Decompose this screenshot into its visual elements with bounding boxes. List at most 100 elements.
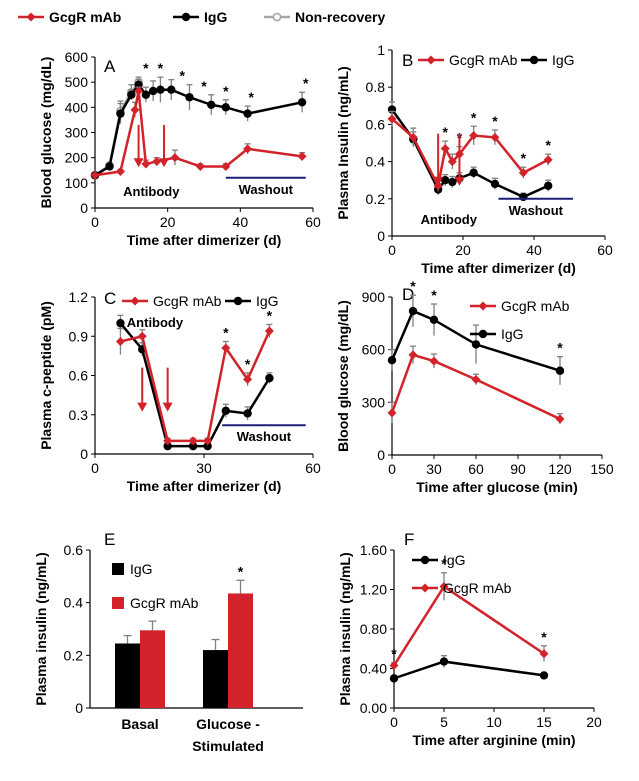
panel-E-legend-swatch: [112, 563, 124, 575]
panel-D-y-tick-label: 600: [362, 342, 386, 358]
panel-A-point: [297, 98, 307, 107]
panel-F-point: [389, 661, 399, 671]
panel-D-y-label: Blood glucose (mg/dL): [335, 300, 351, 452]
panel-C-antibody-arrow-head: [162, 402, 173, 412]
panel-C-significance-star: *: [267, 307, 273, 323]
panel-C-point: [137, 331, 147, 341]
panel-B-point: [441, 176, 450, 185]
panel-E-legend-label: IgG: [130, 561, 153, 577]
panel-D-significance-star: *: [431, 287, 437, 303]
panel-C-point: [221, 406, 230, 416]
panel-E-letter: E: [104, 530, 115, 549]
panel-A-significance-star: *: [223, 83, 229, 99]
panel-B-y-tick-label: 1: [377, 42, 385, 58]
panel-D-x-tick-label: 30: [426, 461, 442, 477]
panel-A-letter: A: [104, 57, 116, 76]
panel-D-y-tick-label: 300: [362, 394, 386, 410]
panel-B-point: [543, 155, 553, 165]
panel-B-y-tick-label: 0.8: [366, 79, 386, 95]
panel-C-series-line: [120, 330, 271, 443]
panel-D-point: [408, 350, 418, 360]
panel-C-antibody-label: Antibody: [127, 315, 184, 330]
panel-B-antibody-label: Antibody: [421, 212, 478, 227]
panel-B-letter: B: [402, 51, 413, 70]
panel-B-washout-label: Washout: [509, 203, 564, 218]
panel-B-legend-label: IgG: [552, 52, 575, 68]
panel-C-point: [163, 441, 172, 451]
panel-C-letter: C: [104, 289, 116, 308]
panel-B-significance-star: *: [545, 137, 551, 153]
panel-D-point: [387, 408, 397, 418]
panel-C-point: [203, 441, 212, 451]
panel-D-series-line: [390, 353, 561, 421]
panel-A-significance-star: *: [249, 89, 255, 105]
panel-F-y-tick-label: 0.00: [360, 700, 387, 716]
panel-F-significance-star: *: [541, 629, 547, 645]
panel-A-point: [148, 86, 158, 96]
panel-B-point: [447, 157, 457, 167]
panel-F-y-tick-label: 1.20: [360, 582, 387, 598]
panel-B-point: [544, 181, 553, 190]
panel-A-point: [221, 103, 230, 112]
panel-A-point: [207, 100, 216, 110]
panel-B-x-tick-label: 0: [388, 242, 396, 258]
panel-D-point: [408, 306, 418, 316]
panel-A-x-tick-label: 0: [91, 214, 99, 230]
panel-E-category-label: Glucose -: [196, 716, 260, 732]
panel-F-x-tick-label: 20: [586, 714, 602, 730]
panel-E-bar: [228, 593, 253, 708]
panel-C-point: [265, 373, 274, 383]
panel-F-legend-marker: [420, 583, 430, 593]
panel-A-x-tick-label: 20: [160, 214, 176, 230]
panel-A-point: [195, 161, 205, 171]
panel-D-x-tick-label: 90: [510, 461, 526, 477]
panel-B-x-tick-label: 40: [526, 242, 542, 258]
panel-B-significance-star: *: [443, 124, 449, 140]
panel-C-y-tick-label: 0.3: [69, 407, 89, 423]
panel-C-point: [243, 409, 252, 418]
panel-B-antibody-arrow-head: [454, 176, 465, 186]
panel-B-antibody-arrow-head: [433, 176, 444, 186]
panel-B-point: [448, 177, 457, 187]
panel-F-x-tick-label: 10: [486, 714, 502, 730]
panel-B-point: [408, 132, 418, 142]
panel-A-point: [90, 170, 100, 180]
panel-E-category-label: Basal: [121, 716, 158, 732]
panel-D-point: [555, 366, 565, 375]
panel-C-point: [115, 336, 125, 346]
panel-F-series-line: [392, 584, 545, 667]
panel-C-legend-label: GcgR mAb: [153, 293, 222, 309]
panel-C-point: [188, 441, 198, 451]
panel-B-legend-label: GcgR mAb: [449, 52, 518, 68]
panel-C-y-tick-label: 0.9: [69, 328, 89, 344]
panel-C-x-tick-label: 60: [305, 460, 321, 476]
panel-A-point: [167, 85, 176, 94]
panel-F-legend-label: IgG: [443, 552, 466, 568]
panel-C-point: [203, 436, 213, 446]
panel-E-bar: [140, 630, 165, 708]
panel-B-point: [490, 179, 500, 189]
top-legend-label: Non-recovery: [295, 9, 385, 25]
panel-F-y-tick-label: 0.80: [360, 621, 387, 637]
top-legend-marker: [26, 12, 36, 22]
panel-C-point: [243, 374, 253, 384]
panel-B-x-tick-label: 20: [455, 242, 471, 258]
panel-A-point: [156, 85, 165, 94]
panel-B-series-line: [391, 117, 549, 190]
panel-D-legend-label: GcgR mAb: [501, 298, 570, 314]
top-legend-label: IgG: [204, 9, 227, 25]
panel-B-point: [440, 144, 450, 154]
panel-A-point: [297, 151, 307, 161]
panel-A-y-tick-label: 500: [65, 74, 89, 90]
panel-A-significance-star: *: [158, 60, 164, 76]
panel-D-x-tick-label: 150: [590, 461, 614, 477]
panel-D-point: [429, 315, 439, 325]
panel-F-x-label: Time after arginine (min): [412, 732, 575, 748]
panel-C-point: [163, 436, 173, 446]
panel-B-y-tick-label: 0.6: [366, 116, 386, 132]
panel-B-legend-marker: [529, 55, 539, 65]
panel-E-y-tick-label: 0.6: [64, 542, 84, 558]
panel-F-legend-marker: [420, 555, 430, 565]
